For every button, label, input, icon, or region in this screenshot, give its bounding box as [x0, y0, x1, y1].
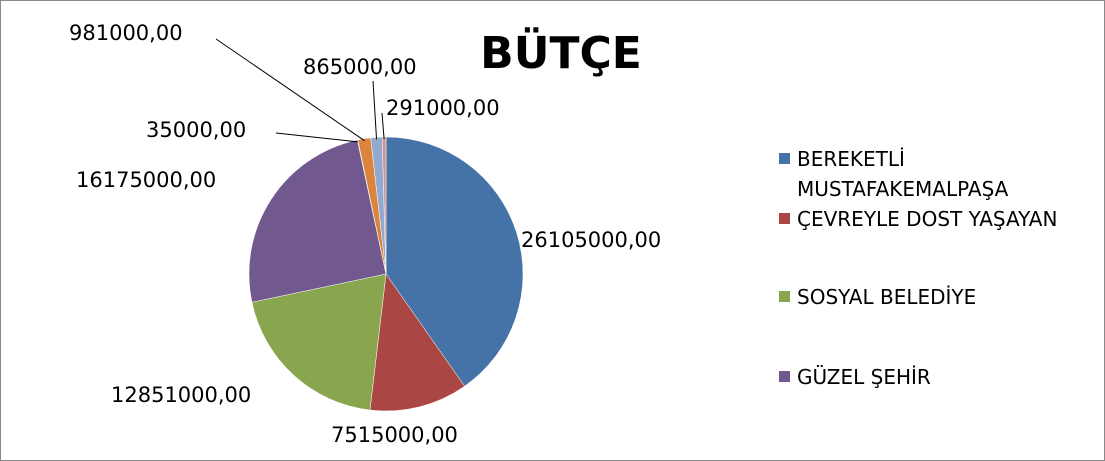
pie-slice	[385, 136, 524, 387]
leader-line	[215, 38, 365, 142]
data-label: 12851000,00	[111, 383, 251, 407]
data-label: 7515000,00	[331, 423, 458, 447]
data-label: 35000,00	[146, 118, 246, 142]
legend-entry: SOSYAL BELEDİYE	[779, 282, 1099, 312]
legend-label: GÜZEL ŞEHİR	[797, 365, 931, 389]
data-label: 865000,00	[303, 55, 417, 79]
legend-swatch	[779, 153, 790, 164]
data-label: 981000,00	[69, 21, 183, 45]
pie-slice	[248, 139, 387, 303]
legend-swatch	[779, 213, 790, 224]
leader-line	[275, 132, 359, 143]
legend-swatch	[779, 371, 790, 382]
legend-entry: GÜZEL ŞEHİR	[779, 362, 1099, 392]
pie-slice	[369, 273, 465, 412]
data-label: 16175000,00	[76, 168, 216, 192]
chart-title: BÜTÇE	[480, 26, 642, 79]
legend-entry: ÇEVREYLE DOST YAŞAYAN	[779, 204, 1099, 234]
pie-slice	[251, 273, 387, 411]
legend-label: ÇEVREYLE DOST YAŞAYAN	[797, 207, 1058, 231]
legend-entry: BEREKETLİ MUSTAFAKEMALPAŞA	[779, 144, 1099, 204]
data-label: 26105000,00	[521, 228, 661, 252]
leader-line	[372, 80, 378, 140]
legend-label: BEREKETLİ MUSTAFAKEMALPAŞA	[797, 147, 1009, 201]
legend-swatch	[779, 291, 790, 302]
legend-label: SOSYAL BELEDİYE	[797, 285, 977, 309]
data-label: 291000,00	[386, 96, 500, 120]
leader-line	[381, 112, 385, 140]
